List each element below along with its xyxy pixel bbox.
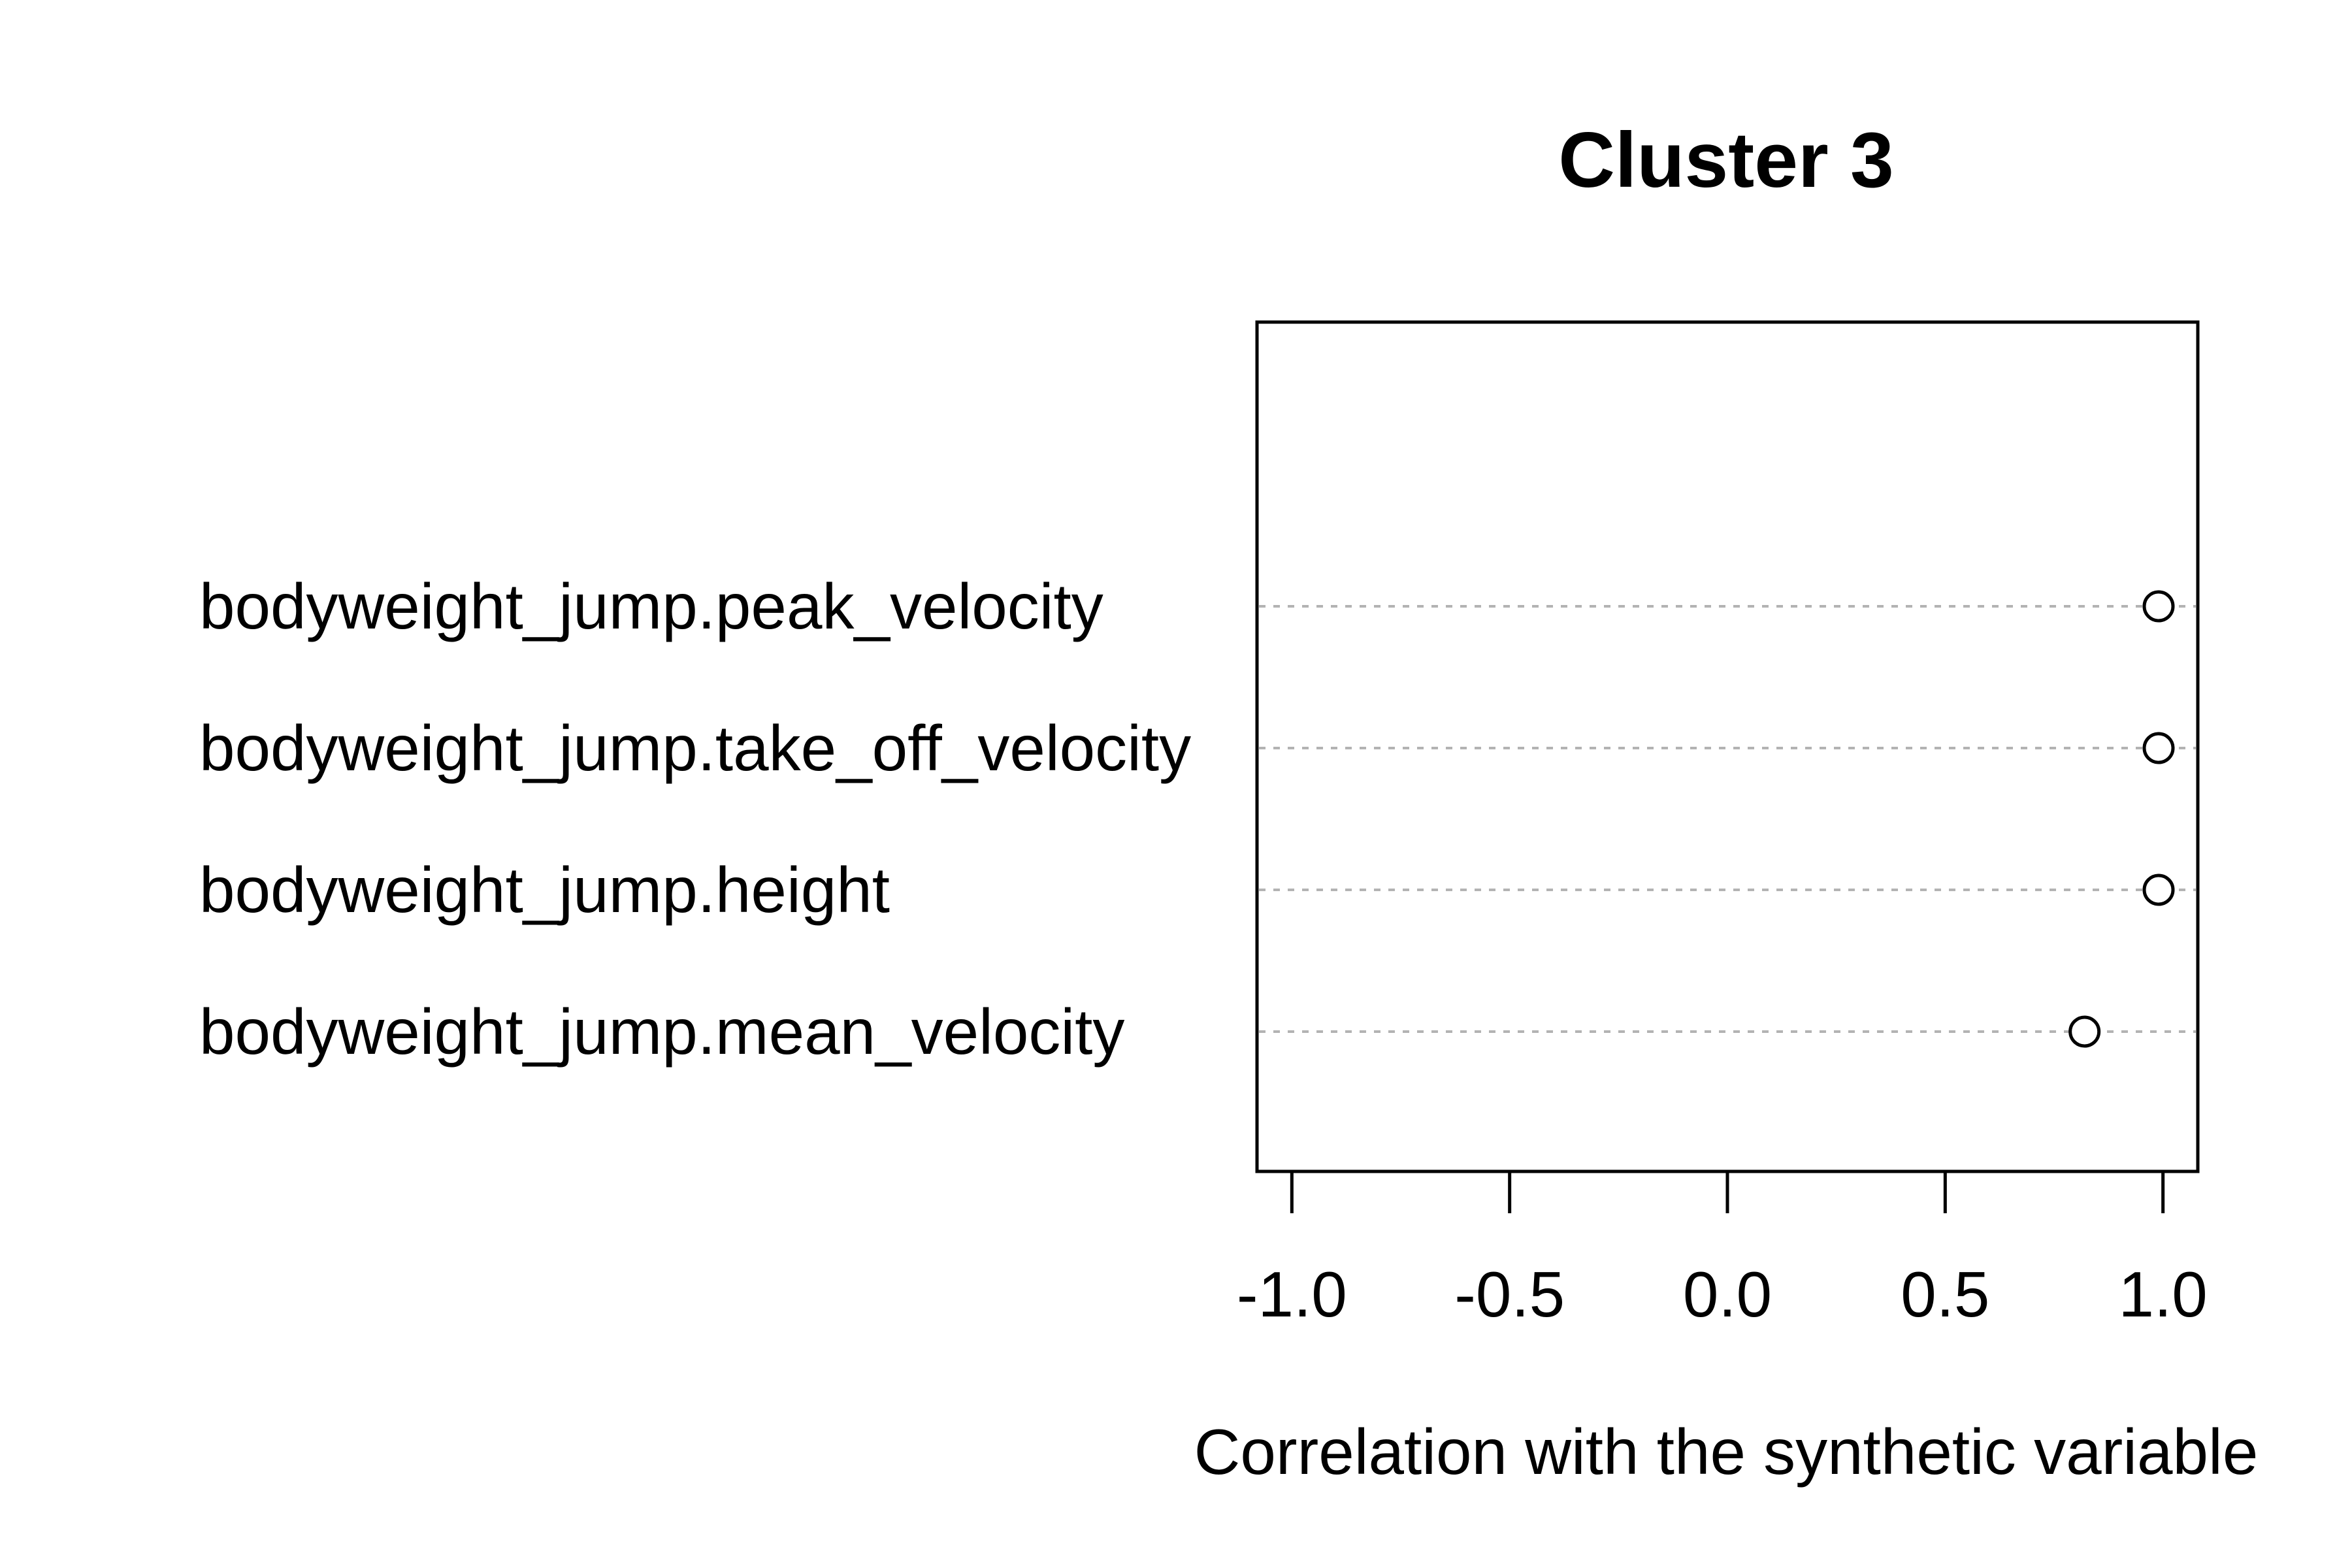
data-point	[2142, 874, 2175, 906]
category-label: bodyweight_jump.take_off_velocity	[199, 712, 1191, 784]
chart-title: Cluster 3	[1558, 116, 1894, 204]
x-tick-label: 1.0	[2119, 1258, 2208, 1330]
x-tick-label: -0.5	[1454, 1258, 1565, 1330]
category-label: bodyweight_jump.peak_velocity	[199, 570, 1103, 642]
x-axis: -1.0 -0.5 0.0 0.5 1.0	[1237, 1171, 2208, 1330]
data-point	[2068, 1015, 2101, 1048]
data-points	[2068, 590, 2175, 1048]
x-tick-label: 0.0	[1683, 1258, 1772, 1330]
category-label: bodyweight_jump.mean_velocity	[199, 996, 1124, 1068]
x-tick-label: -1.0	[1237, 1258, 1347, 1330]
category-labels: bodyweight_jump.peak_velocity bodyweight_…	[199, 570, 1191, 1068]
guide-lines	[1259, 605, 2196, 1033]
x-tick-label: 0.5	[1901, 1258, 1989, 1330]
category-label: bodyweight_jump.height	[199, 854, 890, 926]
data-point	[2142, 732, 2175, 764]
plot-frame	[1255, 320, 2200, 1173]
data-point	[2142, 590, 2175, 623]
x-axis-label: Correlation with the synthetic variable	[1194, 1416, 2259, 1488]
